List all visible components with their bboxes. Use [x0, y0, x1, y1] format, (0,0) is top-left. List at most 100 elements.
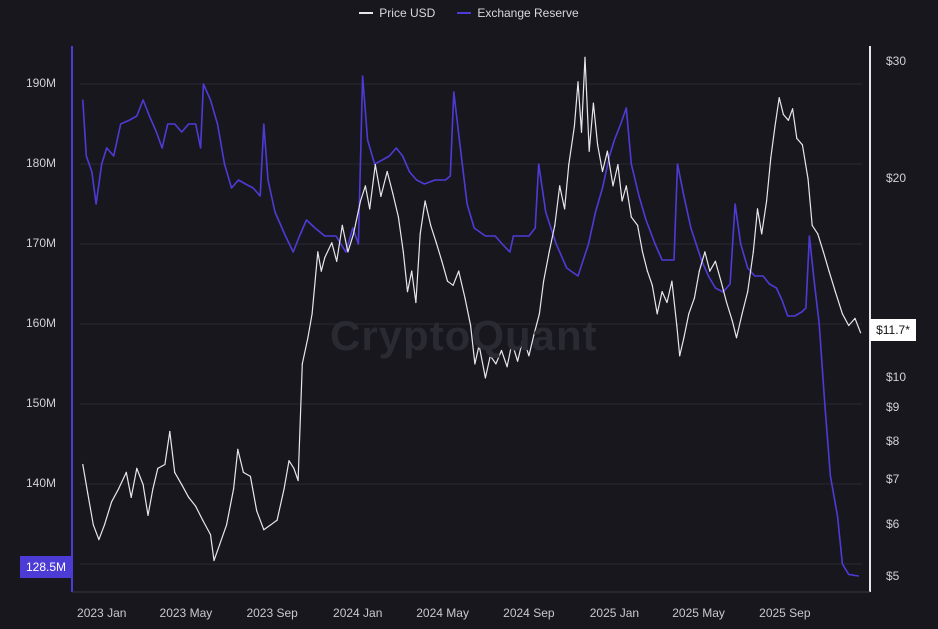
- data-point: [714, 287, 717, 289]
- data-point: [202, 83, 204, 85]
- data-point: [625, 107, 627, 109]
- data-point: [787, 119, 790, 121]
- data-point: [103, 524, 106, 526]
- data-point: [85, 155, 87, 157]
- data-point: [435, 242, 437, 244]
- data-point: [444, 179, 446, 181]
- data-point: [292, 251, 294, 253]
- data-point: [817, 233, 819, 235]
- x-tick-label: 2023 Sep: [246, 606, 298, 620]
- data-point: [836, 515, 839, 517]
- gridlines: [80, 83, 862, 565]
- data-point: [388, 155, 390, 157]
- data-point: [794, 315, 796, 317]
- data-point: [478, 344, 480, 346]
- data-point: [307, 337, 309, 339]
- data-point: [720, 280, 722, 282]
- data-point: [263, 123, 265, 125]
- right-tick-label: $20: [886, 170, 907, 185]
- data-point: [654, 243, 656, 245]
- data-point: [293, 467, 295, 469]
- data-point: [466, 203, 468, 205]
- data-point: [136, 467, 138, 469]
- left-tick-label: 160M: [26, 316, 57, 330]
- data-point: [416, 179, 418, 181]
- x-tick-label: 2023 Jan: [77, 606, 127, 620]
- x-tick-label: 2023 May: [159, 606, 213, 620]
- data-point: [101, 163, 103, 165]
- data-point: [761, 233, 763, 235]
- data-point: [402, 155, 404, 157]
- data-point: [155, 131, 157, 133]
- data-point: [213, 559, 215, 562]
- data-point: [473, 227, 475, 229]
- data-point: [735, 337, 738, 339]
- data-point: [148, 115, 150, 117]
- x-tick-label: 2024 May: [416, 606, 469, 620]
- data-point: [249, 475, 251, 477]
- data-point: [495, 363, 497, 365]
- data-point: [714, 260, 717, 262]
- left-tick-label: 150M: [26, 396, 57, 410]
- data-point: [270, 524, 272, 526]
- left-tick-label: 170M: [26, 236, 57, 250]
- data-point: [824, 403, 826, 405]
- legend-item-price[interactable]: Price USD: [359, 6, 435, 20]
- data-point: [594, 211, 597, 213]
- legend-label-reserve: Exchange Reserve: [477, 6, 579, 20]
- data-point: [331, 242, 333, 244]
- data-point: [320, 270, 322, 272]
- x-tick-label: 2025 May: [672, 606, 725, 620]
- data-point: [352, 233, 355, 235]
- data-point: [787, 315, 789, 317]
- data-point: [357, 243, 359, 245]
- data-point: [142, 484, 144, 486]
- data-point: [98, 539, 100, 541]
- data-point: [519, 235, 522, 237]
- right-tick-label: $30: [886, 54, 907, 69]
- data-point: [317, 251, 319, 253]
- data-point: [267, 179, 269, 181]
- data-point: [364, 185, 366, 187]
- data-point: [188, 123, 190, 125]
- left-tick-label: 140M: [26, 476, 57, 490]
- data-point: [157, 467, 159, 469]
- legend-label-price: Price USD: [379, 6, 436, 20]
- data-point: [857, 575, 860, 577]
- data-point: [584, 56, 586, 58]
- data-point: [164, 463, 166, 466]
- data-point: [223, 163, 226, 165]
- data-point: [554, 224, 556, 226]
- data-point: [95, 203, 97, 205]
- data-point: [747, 267, 749, 269]
- series-line-price-usd: [82, 56, 862, 562]
- data-point: [423, 183, 425, 185]
- legend-item-reserve[interactable]: Exchange Reserve: [457, 6, 579, 20]
- data-point: [698, 270, 700, 272]
- data-point: [276, 519, 278, 521]
- data-point: [111, 501, 113, 503]
- x-tick-label: 2025 Sep: [759, 606, 811, 620]
- data-point: [242, 471, 244, 473]
- data-point: [230, 187, 233, 189]
- data-point: [125, 471, 127, 473]
- data-point: [284, 235, 287, 237]
- right-tick-label: $6: [886, 516, 900, 531]
- data-point: [311, 313, 313, 315]
- data-point: [661, 259, 663, 261]
- data-point: [543, 280, 545, 282]
- data-point: [848, 324, 850, 327]
- data-point: [458, 139, 460, 141]
- data-point: [195, 123, 197, 125]
- data-point: [608, 155, 611, 157]
- data-point: [118, 488, 120, 490]
- data-point: [522, 337, 524, 339]
- data-point: [244, 183, 247, 185]
- data-point: [566, 267, 568, 269]
- data-point: [380, 195, 382, 197]
- data-point: [517, 360, 519, 362]
- data-point: [860, 332, 862, 334]
- data-point: [726, 301, 728, 304]
- data-point: [841, 563, 844, 565]
- data-point: [613, 139, 616, 141]
